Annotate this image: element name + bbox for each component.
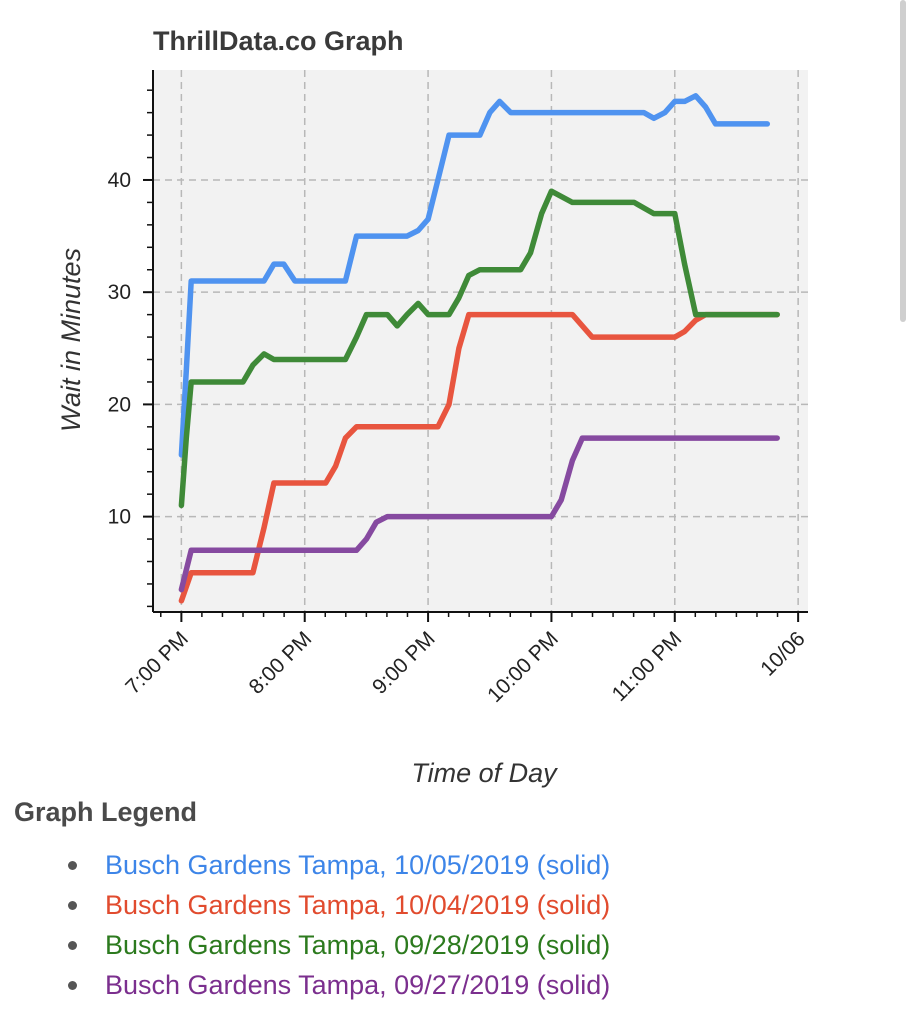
bullet-icon [68, 860, 77, 870]
legend-label: Busch Gardens Tampa, 09/28/2019 (solid) [105, 930, 611, 960]
series-line-2 [178, 311, 780, 604]
legend-item: Busch Gardens Tampa, 10/05/2019 (solid) [68, 845, 610, 885]
x-tick-label: 7:00 PM [121, 627, 193, 699]
series-lines [178, 93, 780, 604]
series-line-3 [178, 188, 780, 509]
series-line-1 [178, 93, 771, 458]
bullet-icon [68, 900, 77, 910]
y-tick-label: 20 [108, 393, 131, 416]
scrollbar[interactable] [900, 0, 906, 322]
legend-label: Busch Gardens Tampa, 09/27/2019 (solid) [105, 970, 611, 1000]
bullet-icon [68, 940, 77, 950]
legend-item: Busch Gardens Tampa, 09/27/2019 (solid) [68, 965, 610, 1005]
x-tick-label: 10:00 PM [483, 627, 563, 707]
chart-title: ThrillData.co Graph [153, 26, 404, 56]
x-axis-title: Time of Day [411, 758, 558, 788]
legend-label: Busch Gardens Tampa, 10/04/2019 (solid) [105, 890, 611, 920]
legend-item: Busch Gardens Tampa, 10/04/2019 (solid) [68, 885, 610, 925]
x-tick-label: 9:00 PM [368, 627, 440, 699]
line-chart: ThrillData.co Graph 7:00 PM 8:00 PM 9:00 P… [56, 26, 810, 788]
series-line-4 [178, 435, 780, 593]
legend-list: Busch Gardens Tampa, 10/05/2019 (solid) B… [68, 845, 610, 1005]
legend-label: Busch Gardens Tampa, 10/05/2019 (solid) [105, 850, 611, 880]
y-tick-label: 40 [108, 169, 131, 192]
y-tick-label: 10 [108, 506, 131, 529]
x-tick-label: 10/06 [756, 627, 809, 680]
plot-area [153, 70, 808, 612]
y-tick-label: 30 [108, 281, 131, 304]
y-axis-title: Wait in Minutes [56, 248, 86, 432]
bullet-icon [68, 980, 77, 990]
x-tick-label: 11:00 PM [608, 627, 687, 706]
x-tick-label: 8:00 PM [245, 627, 317, 699]
legend-item: Busch Gardens Tampa, 09/28/2019 (solid) [68, 925, 610, 965]
legend-title: Graph Legend [14, 797, 198, 827]
